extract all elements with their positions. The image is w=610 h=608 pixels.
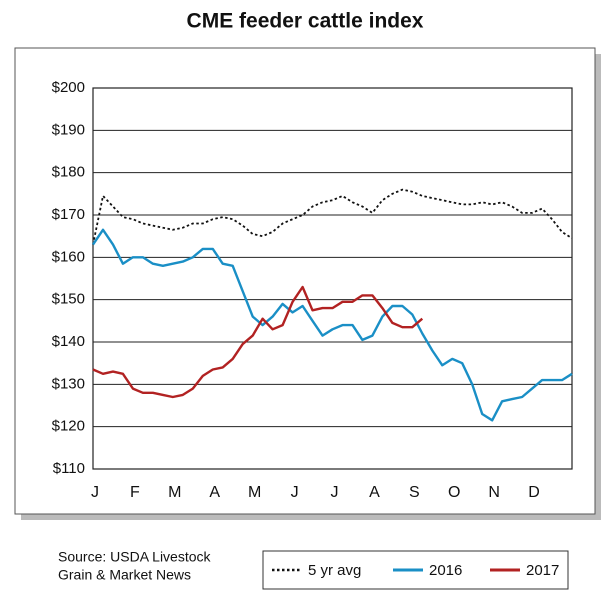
frame — [14, 47, 596, 515]
y-tick-label: $170 — [52, 206, 85, 223]
series-line — [92, 228, 573, 422]
chart-title: CME feeder cattle index — [187, 10, 424, 33]
legend-label: 5 yr avg — [308, 562, 361, 579]
y-tick-label: $180 — [52, 164, 85, 181]
plot-border — [92, 87, 573, 470]
x-tick-label: D — [528, 484, 540, 501]
series-line — [92, 285, 424, 399]
x-tick-label: A — [369, 484, 380, 501]
x-tick-label: A — [209, 484, 220, 501]
series-line — [92, 188, 573, 245]
x-tick-label: J — [331, 484, 339, 501]
x-tick-label: M — [168, 484, 181, 501]
x-tick-label: F — [130, 484, 140, 501]
y-tick-label: $190 — [52, 121, 85, 138]
x-tick-label: O — [448, 484, 460, 501]
y-tick-label: $160 — [52, 248, 85, 265]
y-tick-label: $120 — [52, 418, 85, 435]
y-tick-label: $150 — [52, 291, 85, 308]
y-tick-label: $200 — [52, 79, 85, 96]
x-tick-label: J — [291, 484, 299, 501]
source-line: Grain & Market News — [58, 567, 191, 583]
x-tick-label: S — [409, 484, 420, 501]
legend-label: 2016 — [429, 562, 462, 579]
x-tick-label: N — [488, 484, 500, 501]
legend-label: 2017 — [526, 562, 559, 579]
source-line: Source: USDA Livestock — [58, 549, 212, 565]
y-tick-label: $140 — [52, 333, 85, 350]
x-tick-label: M — [248, 484, 261, 501]
x-tick-label: J — [91, 484, 99, 501]
y-tick-label: $110 — [53, 460, 85, 477]
y-tick-label: $130 — [52, 375, 85, 392]
